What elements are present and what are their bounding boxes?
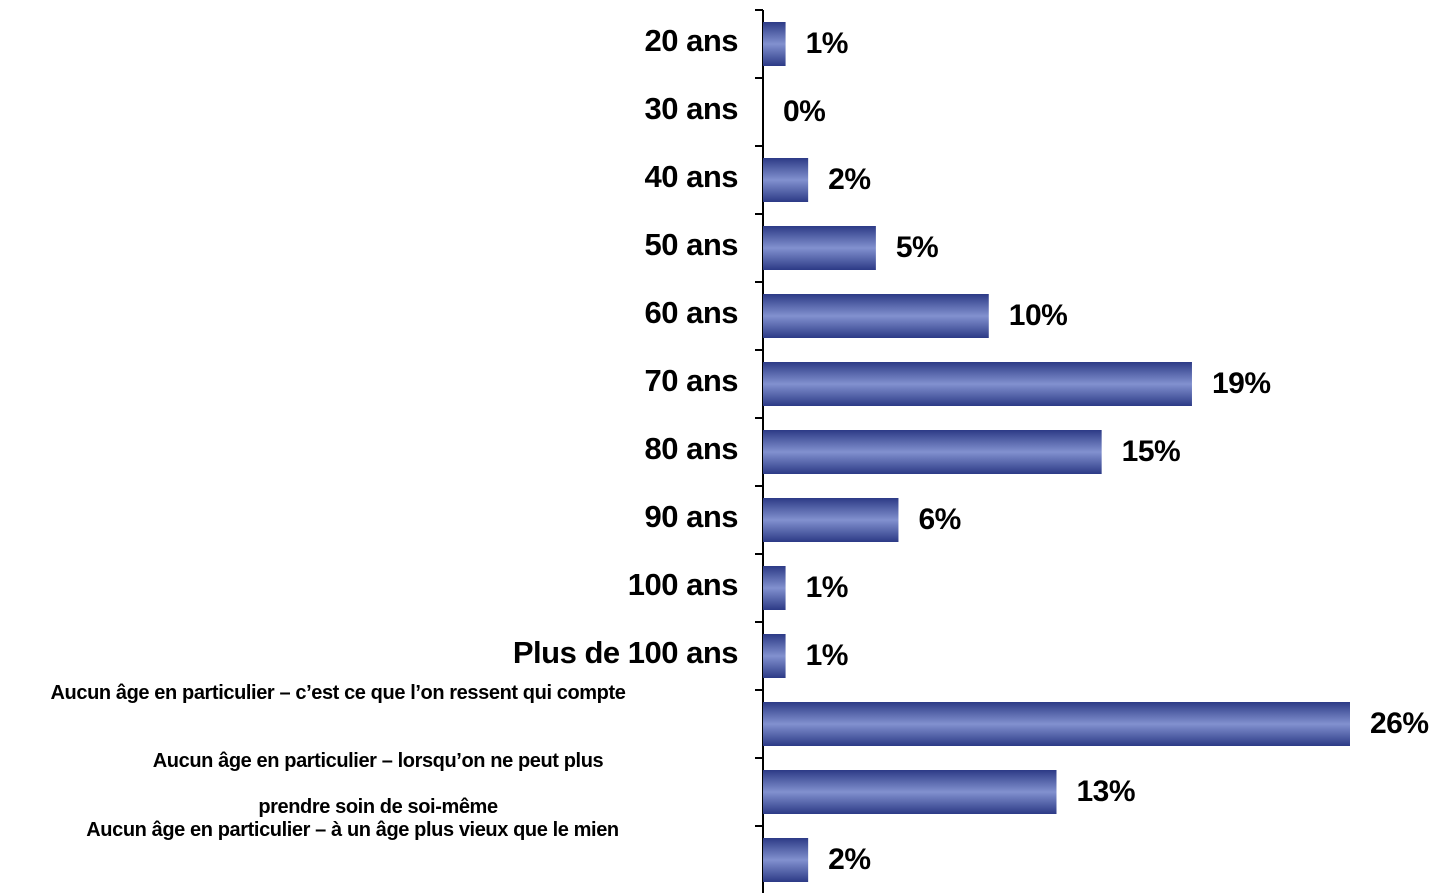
bar (763, 838, 809, 882)
category-label: 40 ans (644, 159, 738, 194)
category-label: 80 ans (644, 431, 738, 466)
bar (763, 566, 786, 610)
value-label: 19% (1212, 367, 1271, 400)
value-label: 5% (896, 231, 938, 264)
value-label: 15% (1122, 435, 1181, 468)
bar (763, 226, 876, 270)
bar (763, 430, 1102, 474)
bar (763, 702, 1350, 746)
category-label: 90 ans (644, 499, 738, 534)
bar (763, 634, 786, 678)
category-label: 20 ans (644, 23, 738, 58)
bar (763, 362, 1192, 406)
value-label: 26% (1370, 707, 1429, 740)
category-label: 30 ans (644, 91, 738, 126)
value-label: 1% (806, 571, 848, 604)
category-label: Aucun âge en particulier – à un âge plus… (86, 819, 619, 841)
category-label: Plus de 100 ans (512, 635, 739, 670)
value-label: 0% (783, 95, 825, 128)
value-label: 13% (1077, 775, 1136, 808)
category-label: 100 ans (627, 567, 739, 602)
bar (763, 22, 786, 66)
category-label: 70 ans (644, 363, 738, 398)
bar (763, 498, 899, 542)
category-label: 50 ans (644, 227, 738, 262)
value-label: 1% (806, 639, 848, 672)
value-label: 2% (828, 163, 870, 196)
category-label: Aucun âge en particulier – lorsqu’on ne … (152, 750, 604, 818)
value-label: 2% (828, 843, 870, 876)
category-label: Aucun âge en particulier – c’est ce que … (50, 682, 626, 704)
value-label: 10% (1009, 299, 1068, 332)
bar (763, 770, 1057, 814)
category-label: 60 ans (644, 295, 738, 330)
value-label: 1% (806, 27, 848, 60)
bar (763, 294, 989, 338)
value-label: 6% (918, 503, 960, 536)
bar (763, 158, 809, 202)
